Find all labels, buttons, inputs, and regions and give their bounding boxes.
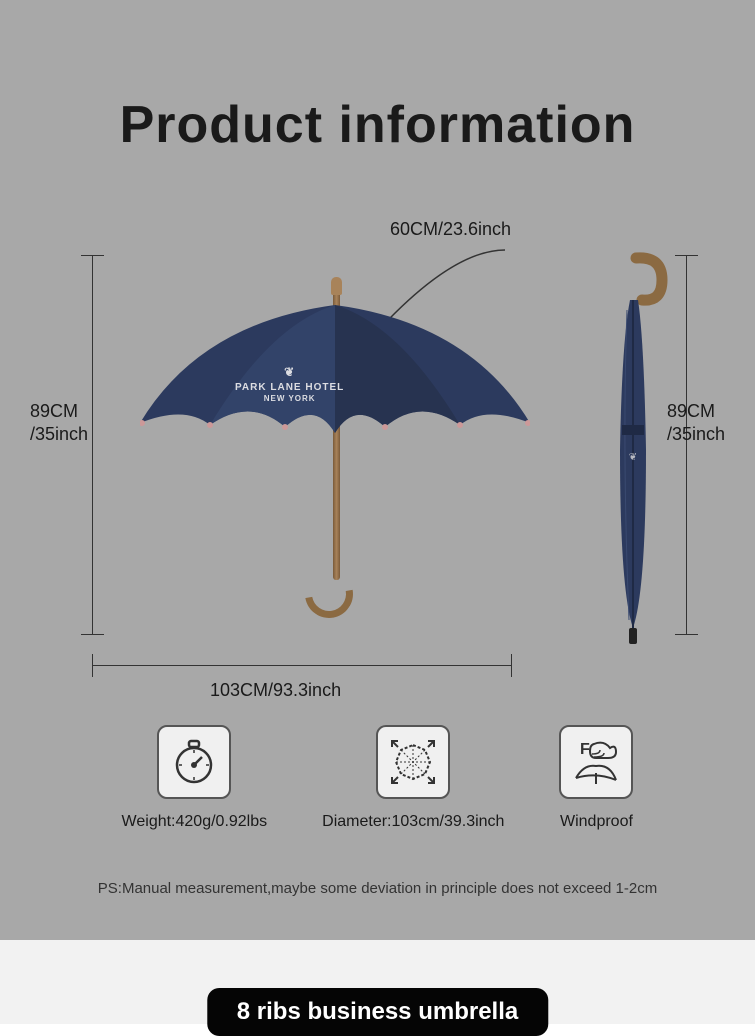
umbrella-tip bbox=[331, 277, 342, 295]
spec-label: Windproof bbox=[560, 813, 633, 831]
windproof-icon: F bbox=[559, 725, 633, 799]
spec-windproof: F Windproof bbox=[559, 725, 633, 831]
spec-diameter: Diameter:103cm/39.3inch bbox=[322, 725, 504, 831]
svg-text:F: F bbox=[580, 741, 590, 758]
dim-rib: 60CM/23.6inch bbox=[390, 219, 511, 240]
open-umbrella: ❦ PARK LANE HOTEL NEW YORK bbox=[140, 265, 530, 645]
dimension-diagram: 89CM /35inch 89CM /35inch 60CM/23.6inch … bbox=[30, 215, 725, 695]
dim-value: 89CM bbox=[667, 401, 715, 421]
dim-value: /35inch bbox=[30, 423, 88, 446]
width-bar bbox=[92, 665, 512, 666]
spec-label: Diameter:103cm/39.3inch bbox=[322, 813, 504, 831]
scale-icon bbox=[157, 725, 231, 799]
dim-height-open: 89CM /35inch bbox=[30, 400, 88, 447]
umbrella-hook bbox=[296, 561, 363, 628]
logo-line: NEW YORK bbox=[235, 394, 344, 404]
diameter-icon bbox=[376, 725, 450, 799]
spec-weight: Weight:420g/0.92lbs bbox=[122, 725, 268, 831]
footer-pill: 8 ribs business umbrella bbox=[207, 988, 548, 1036]
dim-height-closed: 89CM /35inch bbox=[667, 400, 725, 447]
measurement-note: PS:Manual measurement,maybe some deviati… bbox=[0, 880, 755, 897]
canopy-logo: ❦ PARK LANE HOTEL NEW YORK bbox=[235, 365, 344, 404]
spec-label: Weight:420g/0.92lbs bbox=[122, 813, 268, 831]
product-info-panel: Product information 89CM /35inch 89CM /3… bbox=[0, 0, 755, 940]
dim-value: /35inch bbox=[667, 423, 725, 446]
height-bar-left bbox=[92, 255, 93, 635]
footer-strip: 8 ribs business umbrella bbox=[0, 940, 755, 1024]
svg-text:❦: ❦ bbox=[629, 452, 637, 463]
page-title: Product information bbox=[0, 95, 755, 155]
dim-value: 89CM bbox=[30, 401, 78, 421]
dim-width: 103CM/93.3inch bbox=[210, 680, 341, 701]
logo-line: PARK LANE HOTEL bbox=[235, 381, 344, 394]
closed-umbrella: ❦ bbox=[600, 250, 670, 650]
spec-row: Weight:420g/0.92lbs Diameter:103cm/39.3i… bbox=[0, 725, 755, 831]
